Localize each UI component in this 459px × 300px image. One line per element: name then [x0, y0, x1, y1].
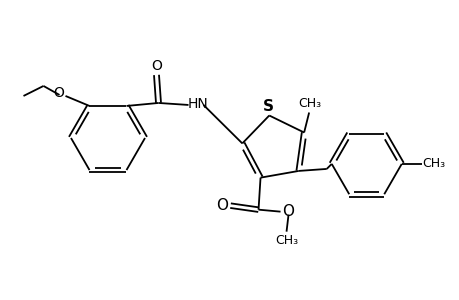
Text: S: S: [262, 99, 273, 114]
Text: CH₃: CH₃: [298, 97, 321, 110]
Text: CH₃: CH₃: [274, 234, 297, 247]
Text: O: O: [151, 59, 162, 73]
Text: O: O: [282, 204, 294, 219]
Text: CH₃: CH₃: [421, 158, 444, 170]
Text: O: O: [53, 86, 64, 100]
Text: HN: HN: [188, 97, 208, 111]
Text: O: O: [216, 198, 228, 213]
